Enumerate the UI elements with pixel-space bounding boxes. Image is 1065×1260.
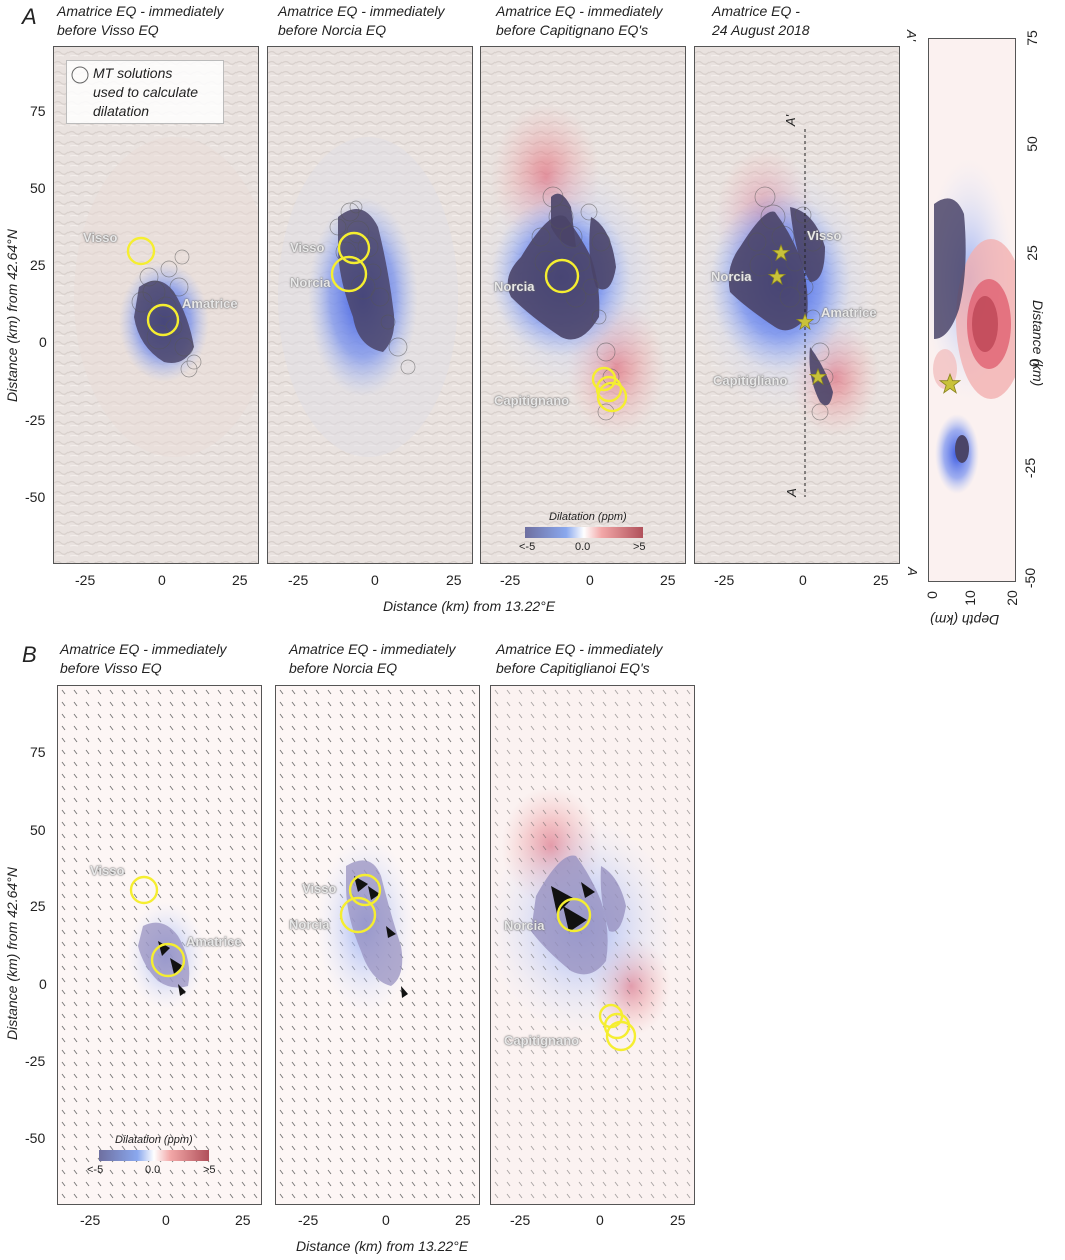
profile-end-top: A'	[783, 114, 799, 127]
place-norcia: Norcia	[711, 269, 752, 284]
map-panel-a1: MT solutions used to calculate dilatatio…	[53, 46, 259, 564]
y-tick: 50	[30, 180, 46, 196]
place-visso: Visso	[290, 240, 325, 255]
y-tick: -25	[25, 1053, 46, 1069]
vector-panel-b3: Norcia Capitignano	[490, 685, 695, 1205]
place-visso: Visso	[83, 230, 118, 245]
vector-panel-b1: Visso Amatrice Dilatation (ppm) <-5 0.0 …	[57, 685, 262, 1205]
xsec-dist-label: Distance (km)	[1030, 300, 1046, 387]
x-axis-label-b: Distance (km) from 13.22°E	[296, 1238, 469, 1254]
place-capitignano: Capitignano	[504, 1033, 580, 1048]
title-b1: Amatrice EQ - immediately before Visso E…	[60, 641, 227, 676]
map-panel-a3: Norcia Capitignano Dilatation (ppm) <-5 …	[480, 46, 686, 564]
legend-line: used to calculate	[93, 84, 199, 100]
y-axis-label-a: Distance (km) from 42.64°N	[4, 229, 20, 402]
title-a1: Amatrice EQ - immediately before Visso E…	[57, 3, 224, 38]
y-tick: 0	[39, 976, 47, 992]
place-norcia: Norcia	[494, 279, 535, 294]
legend-line: dilatation	[93, 103, 150, 119]
place-amatrice: Amatrice	[182, 296, 238, 311]
y-tick: -50	[25, 489, 46, 505]
profile-end-bottom: A	[783, 488, 799, 497]
place-amatrice: Amatrice	[186, 934, 242, 949]
panel-label-a: A	[22, 4, 37, 29]
xsec-top-label: A'	[904, 29, 920, 42]
map-panel-a4: A' A Visso Norcia Amatrice Capitigliano	[694, 46, 900, 564]
colorbar-gradient	[525, 527, 643, 538]
place-visso: Visso	[90, 863, 125, 878]
y-tick: -25	[25, 412, 46, 428]
map-panel-a2: Visso Norcia	[267, 46, 473, 564]
y-tick: 25	[30, 257, 46, 273]
title-a4: Amatrice EQ -24 August 2018	[712, 3, 810, 38]
colorbar-a: Dilatation (ppm) <-5 0.0 >5	[519, 511, 646, 553]
place-norcia: Norcia	[289, 917, 330, 932]
title-a3: Amatrice EQ - immediately before Capitign…	[496, 3, 663, 38]
y-tick: 50	[30, 822, 46, 838]
y-axis-label-b: Distance (km) from 42.64°N	[4, 867, 20, 1040]
cross-section-panel	[928, 38, 1016, 582]
xsec-bottom-label: A	[904, 567, 920, 576]
title-b2: Amatrice EQ - immediately before Norcia E…	[289, 641, 456, 676]
x-axis-label-a: Distance (km) from 13.22°E	[383, 598, 556, 614]
colorbar-b: Dilatation (ppm) <-5 0.0 >5	[87, 1134, 216, 1176]
y-tick: 75	[30, 103, 46, 119]
place-amatrice: Amatrice	[821, 305, 877, 320]
y-tick: 75	[30, 744, 46, 760]
legend-line: MT solutions	[93, 65, 173, 81]
place-norcia: Norcia	[504, 918, 545, 933]
place-visso: Visso	[302, 881, 337, 896]
y-tick: -50	[25, 1130, 46, 1146]
panel-label-b: B	[22, 642, 37, 667]
title-b3: Amatrice EQ - immediately before Capitigl…	[496, 641, 663, 676]
xsec-depth-label: Depth (km)	[930, 612, 1000, 628]
y-tick: 25	[30, 898, 46, 914]
y-tick: 0	[39, 334, 47, 350]
place-norcia: Norcia	[290, 275, 331, 290]
mt-legend: MT solutions used to calculate dilatatio…	[66, 60, 224, 124]
colorbar-gradient	[99, 1150, 209, 1161]
title-a2: Amatrice EQ - immediately before Norcia E…	[278, 3, 445, 38]
place-capitignano: Capitignano	[494, 393, 570, 408]
vector-panel-b2: Visso Norcia	[275, 685, 480, 1205]
place-visso: Visso	[807, 228, 842, 243]
place-capitigliano: Capitigliano	[713, 373, 788, 388]
